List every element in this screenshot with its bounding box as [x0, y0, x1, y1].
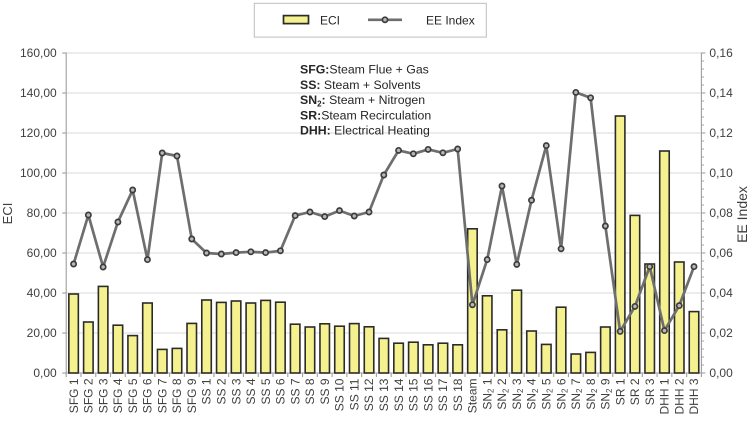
svg-text:SFG 4: SFG 4	[111, 378, 125, 413]
svg-text:SS 10: SS 10	[333, 378, 347, 411]
svg-text:SR 1: SR 1	[613, 378, 627, 405]
svg-text:SS 8: SS 8	[303, 378, 317, 404]
svg-text:80,00: 80,00	[27, 206, 57, 220]
svg-text:SN2 2: SN2 2	[495, 378, 510, 409]
svg-text:Steam: Steam	[466, 379, 480, 414]
svg-text:SN2 6: SN2 6	[554, 378, 569, 409]
svg-text:SFG 3: SFG 3	[96, 378, 110, 413]
svg-text:100,00: 100,00	[20, 166, 57, 180]
svg-text:0,02: 0,02	[709, 326, 733, 340]
svg-text:SS 2: SS 2	[215, 378, 229, 404]
svg-text:0,14: 0,14	[709, 86, 733, 100]
svg-text:SS 7: SS 7	[288, 378, 302, 404]
svg-text:SN2 1: SN2 1	[480, 378, 495, 409]
svg-text:SS 14: SS 14	[392, 378, 406, 411]
svg-text:SS 4: SS 4	[244, 378, 258, 404]
svg-text:EE Index: EE Index	[734, 186, 750, 243]
svg-text:0,08: 0,08	[709, 206, 733, 220]
svg-text:SR:Steam Recirculation: SR:Steam Recirculation	[300, 108, 431, 122]
svg-text:SS 15: SS 15	[407, 378, 421, 411]
svg-text:SS 12: SS 12	[362, 378, 376, 411]
svg-text:SS 13: SS 13	[377, 378, 391, 411]
svg-text:DHH 2: DHH 2	[672, 378, 686, 414]
svg-text:SS: Steam + Solvents: SS: Steam + Solvents	[300, 78, 421, 92]
svg-text:SN2 9: SN2 9	[599, 378, 614, 409]
svg-text:SN2 3: SN2 3	[510, 378, 525, 409]
svg-text:60,00: 60,00	[27, 246, 57, 260]
svg-text:DHH 1: DHH 1	[658, 378, 672, 414]
svg-text:SS 17: SS 17	[436, 378, 450, 411]
svg-text:SN2 4: SN2 4	[525, 378, 540, 409]
svg-text:0,00: 0,00	[709, 366, 733, 380]
svg-text:SN2 8: SN2 8	[584, 378, 599, 409]
svg-text:SS 11: SS 11	[347, 378, 361, 410]
svg-text:SN2: Steam + Nitrogen: SN2: Steam + Nitrogen	[300, 93, 425, 108]
svg-text:0,16: 0,16	[709, 46, 733, 60]
svg-text:SS 9: SS 9	[318, 378, 332, 404]
svg-text:SFG 2: SFG 2	[82, 378, 96, 413]
svg-text:40,00: 40,00	[27, 286, 57, 300]
svg-text:SFG 1: SFG 1	[67, 378, 81, 413]
svg-text:SR 3: SR 3	[643, 378, 657, 405]
svg-text:120,00: 120,00	[20, 126, 57, 140]
svg-text:SFG 5: SFG 5	[126, 378, 140, 413]
svg-text:SR 2: SR 2	[628, 378, 642, 405]
svg-text:140,00: 140,00	[20, 86, 57, 100]
svg-text:DHH: Electrical Heating: DHH: Electrical Heating	[300, 124, 430, 138]
svg-text:DHH 3: DHH 3	[687, 378, 701, 414]
svg-text:SS 6: SS 6	[274, 378, 288, 404]
svg-text:SN2 5: SN2 5	[539, 378, 554, 409]
svg-text:EE Index: EE Index	[426, 14, 475, 28]
svg-text:20,00: 20,00	[27, 326, 57, 340]
svg-text:SFG:Steam Flue + Gas: SFG:Steam Flue + Gas	[300, 63, 429, 77]
svg-text:SS 3: SS 3	[229, 378, 243, 404]
svg-text:0,04: 0,04	[709, 286, 733, 300]
svg-text:SS 1: SS 1	[200, 378, 214, 404]
svg-text:SFG 8: SFG 8	[170, 378, 184, 413]
svg-text:SS 5: SS 5	[259, 378, 273, 404]
svg-text:SS 18: SS 18	[451, 378, 465, 411]
svg-text:ECI: ECI	[320, 14, 340, 28]
svg-text:SFG 7: SFG 7	[155, 378, 169, 413]
svg-text:0,10: 0,10	[709, 166, 733, 180]
svg-text:SFG 9: SFG 9	[185, 378, 199, 413]
svg-text:0,06: 0,06	[709, 246, 733, 260]
svg-text:0,12: 0,12	[709, 126, 733, 140]
svg-text:SS 16: SS 16	[421, 378, 435, 411]
svg-text:SFG 6: SFG 6	[141, 378, 155, 413]
svg-text:0,00: 0,00	[33, 366, 57, 380]
svg-text:SN2 7: SN2 7	[569, 378, 584, 409]
svg-text:160,00: 160,00	[20, 46, 57, 60]
svg-text:ECI: ECI	[0, 203, 15, 225]
